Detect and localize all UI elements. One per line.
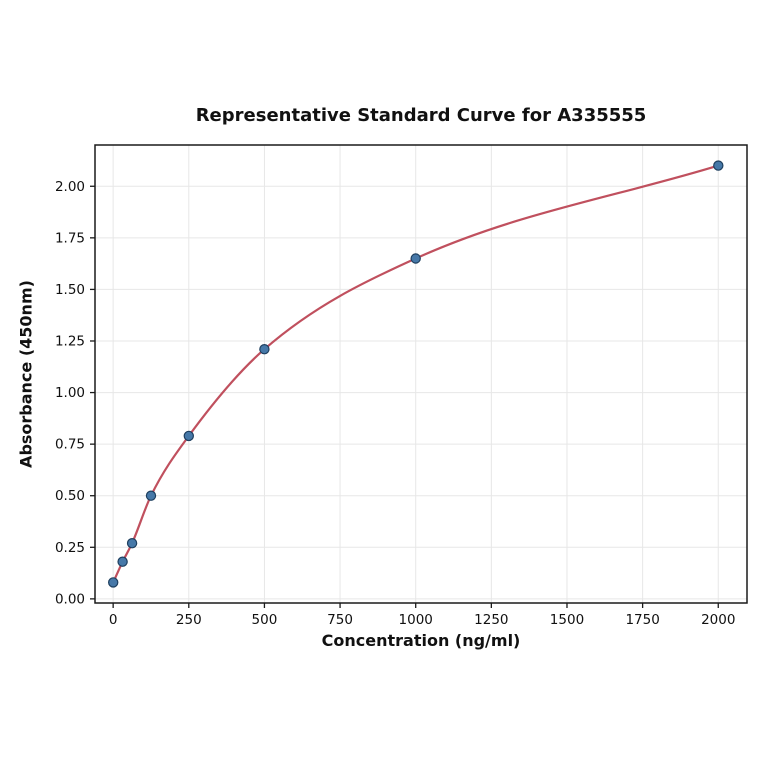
y-tick-label: 1.50 bbox=[55, 282, 85, 298]
y-tick-label: 1.00 bbox=[55, 385, 85, 401]
y-axis-ticks: 0.00 0.25 0.50 0.75 1.00 1.25 1.50 1.75 2.00 bbox=[55, 179, 95, 607]
x-tick-label: 0 bbox=[109, 612, 118, 628]
data-point bbox=[117, 556, 128, 567]
x-tick-label: 1750 bbox=[625, 612, 659, 628]
x-axis-label: Concentration (ng/ml) bbox=[321, 631, 521, 650]
x-tick-label: 750 bbox=[327, 612, 353, 628]
data-point bbox=[107, 577, 119, 588]
grid-lines bbox=[95, 145, 747, 603]
y-tick-label: 0.75 bbox=[55, 437, 85, 453]
data-point bbox=[126, 538, 138, 549]
x-axis-ticks: 0 250 500 750 1000 1250 1500 1750 2000 bbox=[109, 603, 735, 628]
data-point bbox=[410, 253, 421, 264]
data-point bbox=[713, 160, 724, 171]
y-tick-label: 0.25 bbox=[55, 540, 85, 556]
chart-title: Representative Standard Curve for A33555… bbox=[195, 105, 647, 126]
data-point bbox=[183, 430, 194, 442]
y-axis-label: Absorbance (450nm) bbox=[16, 280, 36, 468]
data-point bbox=[259, 344, 270, 355]
fit-curve bbox=[112, 164, 720, 584]
y-tick-label: 2.00 bbox=[55, 179, 85, 195]
y-tick-label: 0.00 bbox=[55, 591, 85, 607]
data-points bbox=[107, 160, 724, 588]
y-tick-label: 1.75 bbox=[55, 230, 85, 246]
x-tick-label: 1000 bbox=[399, 612, 433, 628]
plot-background bbox=[95, 145, 747, 603]
axes-frame bbox=[94, 144, 748, 604]
y-tick-label: 1.25 bbox=[55, 333, 85, 349]
x-tick-label: 500 bbox=[252, 612, 278, 628]
x-tick-label: 1250 bbox=[474, 612, 508, 628]
x-tick-label: 2000 bbox=[701, 612, 735, 628]
y-tick-label: 0.50 bbox=[55, 488, 85, 504]
data-point bbox=[145, 490, 157, 501]
x-tick-label: 250 bbox=[176, 612, 202, 628]
x-tick-label: 1500 bbox=[550, 612, 584, 628]
